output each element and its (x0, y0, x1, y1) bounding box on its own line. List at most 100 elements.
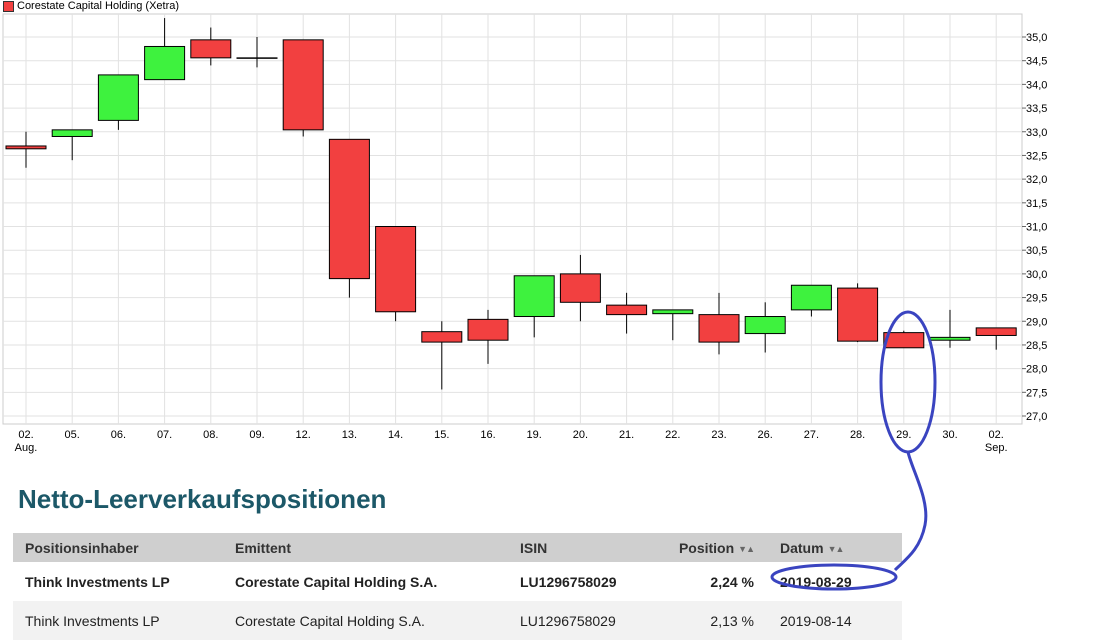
y-tick-label: 30,0 (1026, 269, 1047, 281)
x-tick-label: 27. (804, 429, 819, 441)
candle (467, 309, 509, 364)
header-date-label: Datum (780, 539, 824, 556)
candle-body (51, 129, 93, 137)
x-tick-sublabel: Aug. (15, 442, 38, 454)
candle-body (5, 145, 47, 150)
x-tick-label: 30. (942, 429, 957, 441)
header-isin-label: ISIN (520, 539, 548, 556)
candle (513, 275, 555, 338)
candle-body (698, 314, 740, 343)
x-tick-label: 02. (18, 429, 33, 441)
candle-body (883, 332, 925, 349)
candle-body (282, 39, 324, 131)
legend-label: Corestate Capital Holding (Xetra) (17, 0, 180, 12)
x-tick-label: 06. (111, 429, 126, 441)
y-tick-label: 32,0 (1026, 174, 1047, 186)
candle (744, 302, 786, 353)
x-tick-label: 13. (342, 429, 357, 441)
candle (883, 330, 925, 349)
y-tick-label: 29,0 (1026, 316, 1047, 328)
header-issuer[interactable]: Emittent (223, 533, 508, 562)
y-tick-label: 29,5 (1026, 293, 1047, 305)
x-tick-label: 14. (388, 429, 403, 441)
candle (190, 27, 232, 66)
x-tick-label: 05. (65, 429, 80, 441)
candle (606, 292, 648, 334)
header-position-label: Position (678, 539, 735, 556)
table-row: Think Investments LP Corestate Capital H… (13, 601, 902, 640)
y-axis-ticks: 35,0 34,5 34,0 33,5 33,0 32,5 32,0 31,5 31,0 30,5… (1022, 32, 1047, 423)
cell-issuer: Corestate Capital Holding S.A. (223, 601, 508, 640)
header-position[interactable]: Position ▼▲ (646, 533, 768, 562)
candle (97, 74, 139, 130)
chart-legend: Corestate Capital Holding (Xetra) (3, 0, 179, 12)
candle-body (652, 309, 694, 315)
header-holder-label: Positionsinhaber (25, 539, 139, 556)
candle (790, 284, 832, 317)
candle (837, 283, 879, 343)
candle (421, 321, 463, 390)
candle (559, 254, 601, 322)
y-tick-label: 34,0 (1026, 79, 1047, 91)
y-tick-label: 32,5 (1026, 150, 1047, 162)
header-holder[interactable]: Positionsinhaber (13, 533, 223, 562)
candle-body (328, 138, 370, 280)
sort-arrows-icon[interactable]: ▼▲ (827, 543, 845, 554)
candle-body (513, 275, 555, 318)
table-row: Think Investments LP Corestate Capital H… (13, 562, 902, 601)
candle-body (375, 226, 417, 313)
candle (375, 226, 417, 322)
candle-body (190, 39, 232, 59)
candle-body (421, 331, 463, 343)
candle-body (236, 57, 278, 59)
x-tick-label: 19. (527, 429, 542, 441)
plot-area (2, 13, 1023, 425)
candle (698, 292, 740, 355)
short-positions-table: Positionsinhaber Emittent ISIN Position ▼… (13, 533, 902, 640)
cell-issuer: Corestate Capital Holding S.A. (223, 562, 508, 601)
y-tick-label: 27,0 (1026, 411, 1047, 423)
y-tick-label: 30,5 (1026, 245, 1047, 257)
x-axis-ticks: 02.Aug.05. 06. 07. 08. 09. 12. 13. 14. 15. 16. 19.… (15, 429, 1008, 454)
x-tick-sublabel: Sep. (985, 442, 1008, 454)
x-tick-label: 15. (434, 429, 449, 441)
x-tick-label: 02. (989, 429, 1004, 441)
y-tick-label: 35,0 (1026, 32, 1047, 44)
cell-holder: Think Investments LP (13, 601, 223, 640)
y-tick-label: 28,0 (1026, 364, 1047, 376)
candle (5, 131, 47, 168)
x-tick-label: 07. (157, 429, 172, 441)
x-tick-label: 22. (665, 429, 680, 441)
candle-body (467, 318, 509, 341)
candle-body (975, 327, 1017, 336)
cell-date: 2019-08-29 (768, 562, 902, 601)
candle (652, 309, 694, 341)
sort-arrows-icon[interactable]: ▼▲ (738, 543, 755, 554)
candle-body (790, 284, 832, 311)
candle-body (97, 74, 139, 121)
y-tick-label: 31,0 (1026, 222, 1047, 234)
cell-date: 2019-08-14 (768, 601, 902, 640)
candle (282, 39, 324, 137)
y-tick-label: 27,5 (1026, 387, 1047, 399)
y-tick-label: 28,5 (1026, 340, 1047, 352)
y-tick-label: 34,5 (1026, 56, 1047, 68)
candle (236, 37, 278, 68)
x-tick-label: 23. (711, 429, 726, 441)
chart-grid (2, 13, 1023, 425)
candle-body (144, 45, 186, 81)
x-tick-label: 26. (758, 429, 773, 441)
x-tick-label: 08. (203, 429, 218, 441)
header-issuer-label: Emittent (235, 539, 291, 556)
candle-body (837, 287, 879, 342)
candle (144, 18, 186, 81)
y-tick-label: 33,5 (1026, 103, 1047, 115)
header-date[interactable]: Datum ▼▲ (768, 533, 902, 562)
x-tick-label: 12. (296, 429, 311, 441)
candle (975, 327, 1017, 350)
cell-isin: LU1296758029 (508, 601, 646, 640)
cell-position: 2,13 % (646, 601, 768, 640)
header-isin[interactable]: ISIN (508, 533, 646, 562)
candle-body (559, 273, 601, 303)
x-tick-label: 20. (573, 429, 588, 441)
